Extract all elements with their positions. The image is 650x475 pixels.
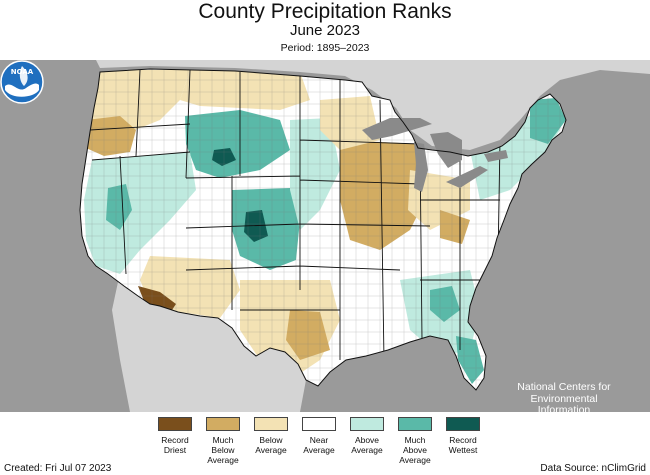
map-frame: NOAA National Centers for Environmental … <box>0 60 650 412</box>
legend-label: Much Above Average <box>399 435 431 465</box>
legend-label: Record Wettest <box>448 435 478 455</box>
region-oregon-much-below <box>86 116 136 156</box>
region-nevada-much-above <box>106 184 132 230</box>
legend-item: Record Driest <box>150 417 200 455</box>
region-upper-midwest-much-below <box>340 140 430 250</box>
legend-item: Much Above Average <box>390 417 440 465</box>
noaa-logo-icon: NOAA <box>0 60 44 104</box>
lake-superior <box>362 118 432 140</box>
lake-huron <box>430 132 462 168</box>
svg-text:NOAA: NOAA <box>11 68 34 76</box>
region-georgia-much-above <box>430 286 460 322</box>
legend-label: Record Driest <box>161 435 189 455</box>
region-ohio-valley-much-below <box>440 210 470 244</box>
region-colorado-record-wettest <box>244 210 268 242</box>
lake-ontario <box>484 150 508 162</box>
legend-item: Much Below Average <box>198 417 248 465</box>
map-subtitle: June 2023 <box>289 22 361 39</box>
legend-swatch <box>398 417 432 431</box>
great-lakes <box>362 118 508 192</box>
lake-erie <box>446 166 488 188</box>
legend-swatch <box>302 417 336 431</box>
canada-landmass <box>0 60 650 150</box>
legend-item: Near Average <box>294 417 344 455</box>
legend-item: Record Wettest <box>438 417 488 455</box>
map-title: County Precipitation Ranks <box>198 0 452 23</box>
mexico-landmass <box>112 282 306 412</box>
legend-swatch <box>254 417 288 431</box>
legend-swatch <box>446 417 480 431</box>
legend-item: Below Average <box>246 417 296 455</box>
legend-swatch <box>206 417 240 431</box>
data-source: Data Source: nClimGrid <box>540 463 646 474</box>
legend-label: Below Average <box>255 435 287 455</box>
precipitation-map <box>0 60 650 412</box>
region-wyoming-much-above <box>185 110 290 178</box>
lake-michigan <box>414 142 428 192</box>
legend-swatch <box>158 417 192 431</box>
legend: Record Driest Much Below Average Below Ave… <box>0 417 650 467</box>
legend-label: Above Average <box>351 435 383 455</box>
region-midwest-below <box>320 96 380 150</box>
created-date: Created: Fri Jul 07 2023 <box>4 463 112 474</box>
state-borders <box>89 69 501 361</box>
region-plains-above <box>290 118 340 230</box>
region-florida-much-above <box>456 336 484 384</box>
legend-swatch <box>350 417 384 431</box>
ncei-label: National Centers for Environmental Infor… <box>517 381 611 412</box>
county-grid <box>80 69 566 390</box>
legend-item: Above Average <box>342 417 392 455</box>
legend-label: Near Average <box>303 435 335 455</box>
map-period: Period: 1895–2023 <box>280 42 370 54</box>
legend-label: Much Below Average <box>207 435 239 465</box>
